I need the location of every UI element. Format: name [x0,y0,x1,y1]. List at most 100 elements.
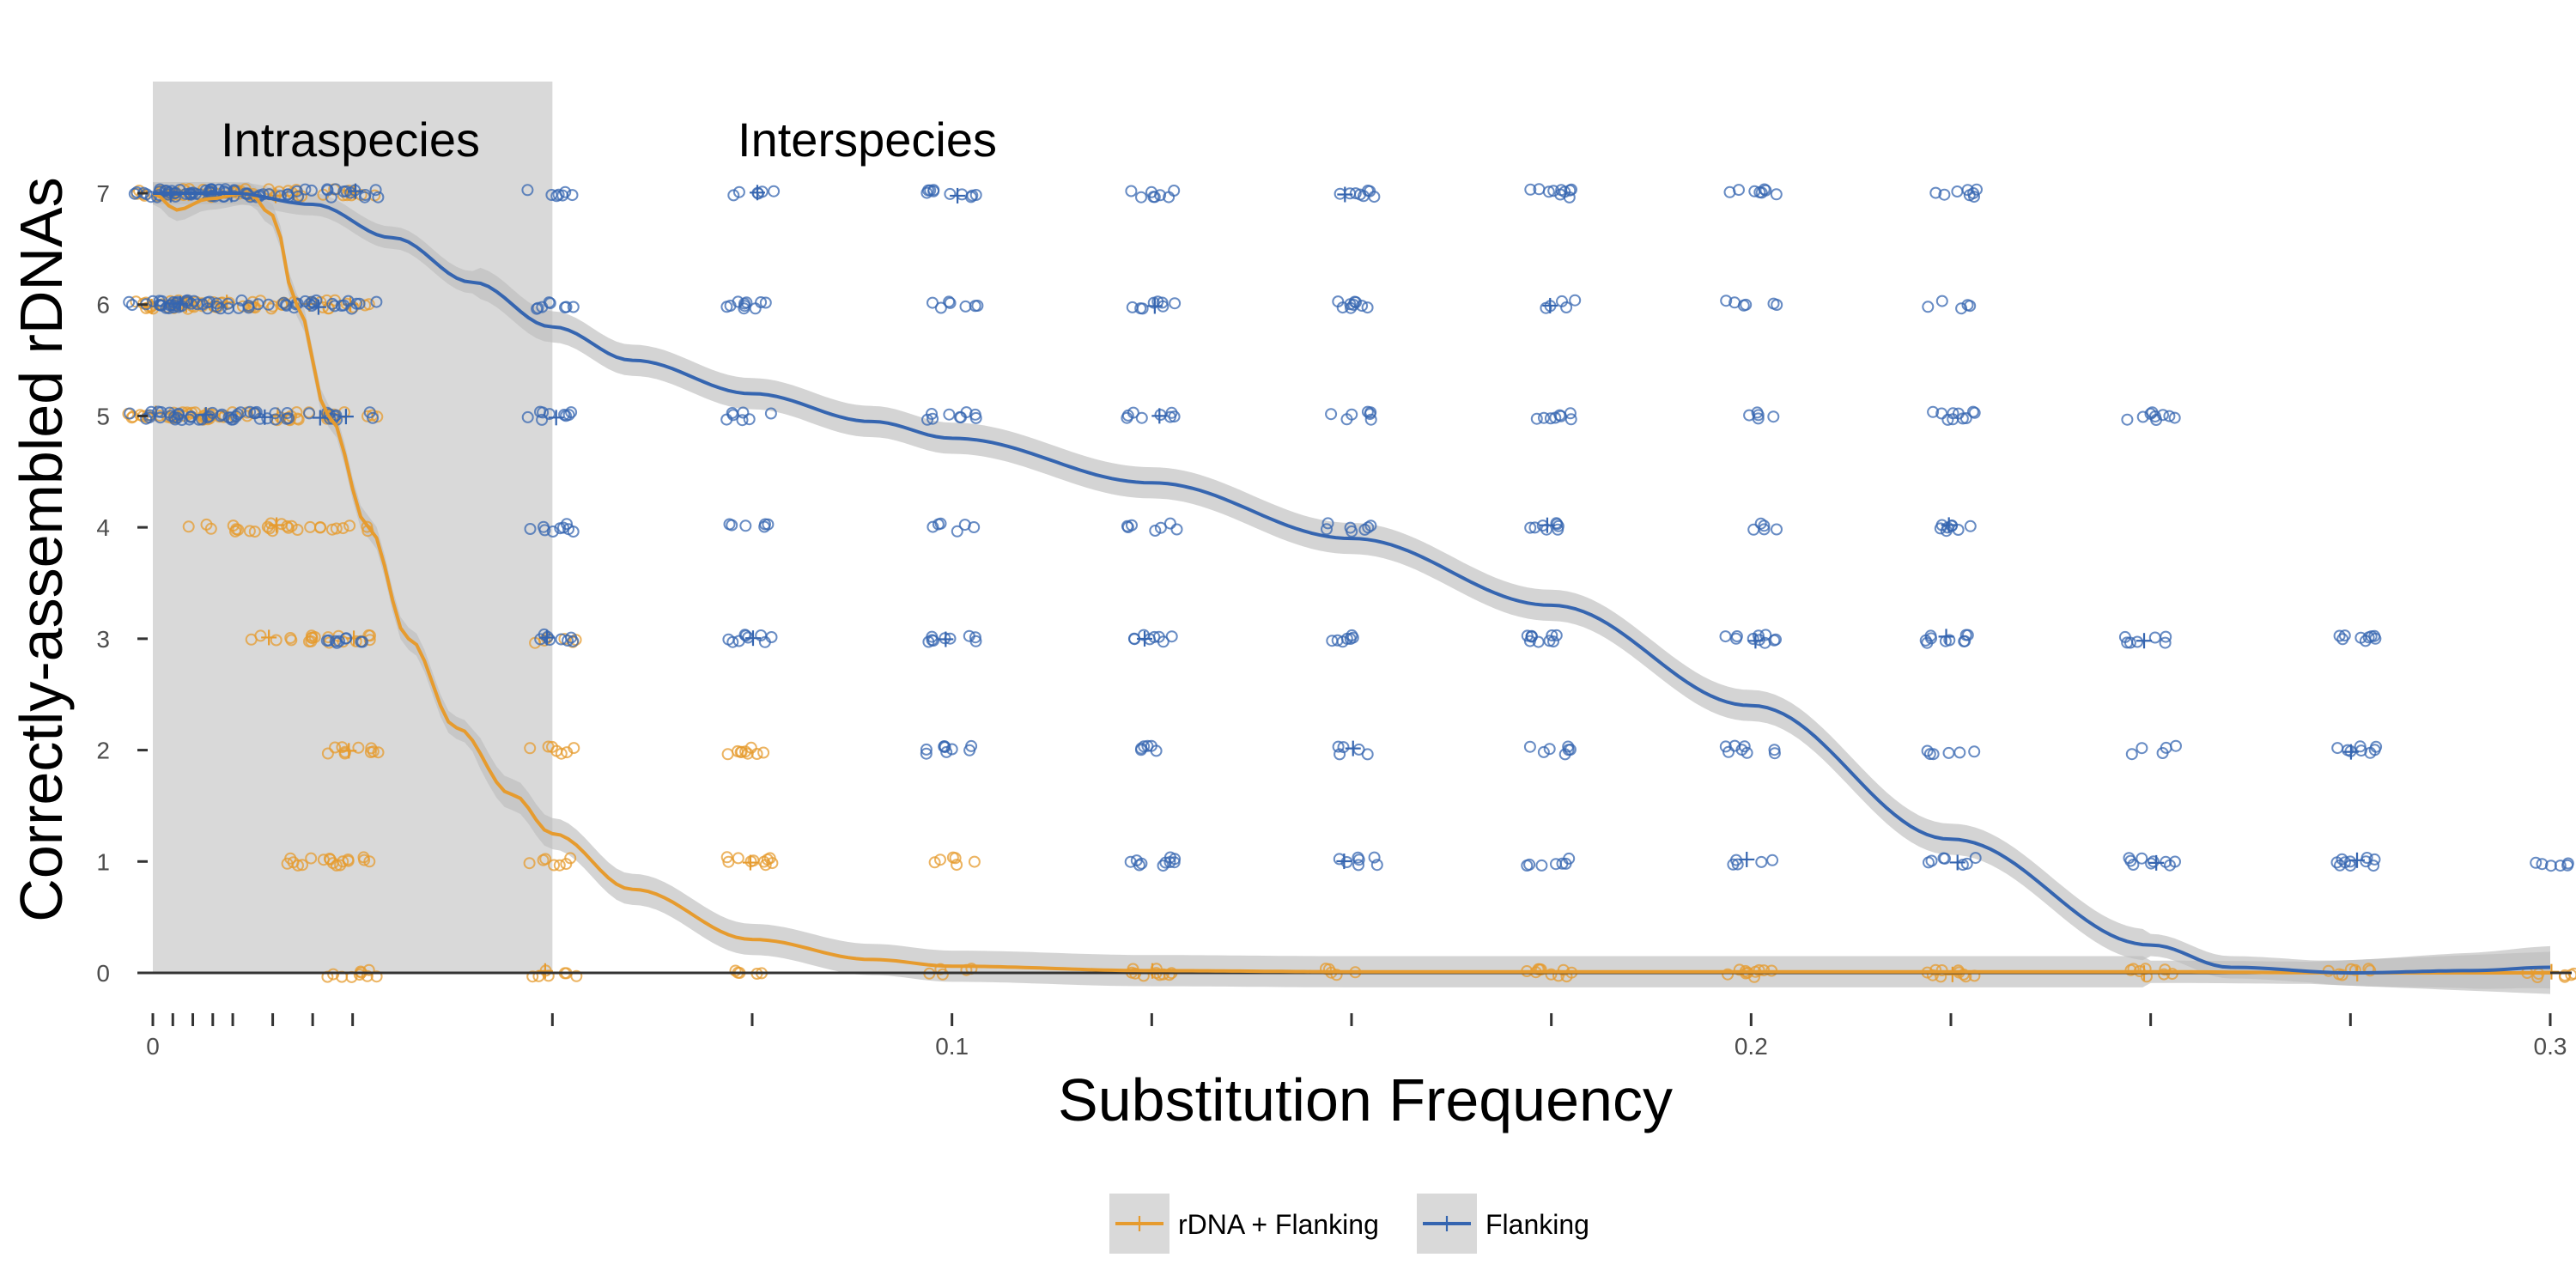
data-point-s1-x11-y7-7 [1145,185,1157,198]
x-tick-label-2: 0.2 [1735,1033,1768,1060]
data-point-plus-s1-x5-y5 [257,409,273,425]
data-point-s0-x7-y0-3 [370,970,383,983]
data-point-s1-x9-y6-9 [755,296,768,308]
x-axis-title: Substitution Frequency [1058,1066,1673,1133]
data-point-s0-x7-y2-5 [372,746,385,759]
data-point-s1-x12-y3-4 [1344,633,1357,645]
legend-label-rdna-flanking: rDNA + Flanking [1178,1209,1379,1240]
data-point-plus-s0-x7-y2 [341,743,357,759]
data-point-s1-x16-y2-4 [2160,741,2172,754]
data-point-s1-x15-y3-9 [1919,634,1932,647]
data-point-s1-x12-y2-3 [1361,748,1374,761]
data-point-s1-x9-y4-3 [759,518,771,531]
data-point-s0-x3-y4-5 [232,524,245,536]
data-point-s1-x8-y3-6 [562,635,574,647]
confidence-ribbon-layer [153,182,2550,994]
data-point-s1-x8-y4-5 [538,524,551,537]
data-point-s0-x10-y1-0 [934,854,946,866]
data-point-plus-s1-x15-y4 [1941,517,1957,533]
data-point-s0-x14-y0-3 [1722,968,1735,981]
data-point-s1-x13-y3-9 [1521,629,1534,642]
data-point-s1-x10-y6-5 [971,300,984,312]
data-point-s1-x8-y4-3 [524,523,537,535]
data-point-plus-s1-x7-y5 [337,409,354,425]
data-point-s1-x9-y5-6 [736,414,749,427]
y-tick-label-3: 3 [96,626,110,653]
data-point-s0-x5-y4-4 [261,520,274,533]
data-point-plus-s1-x16-y3 [2136,633,2153,649]
data-point-s0-x7-y1-6 [357,851,370,864]
data-point-s1-x6-y7-7 [305,184,318,197]
data-point-s1-x7-y6-8 [345,302,358,315]
data-point-s1-x12-y5-5 [1346,408,1358,421]
data-point-s1-x13-y6-4 [1569,294,1582,307]
confidence-ribbon-1 [153,182,2550,989]
data-point-s1-x5-y6-1 [277,296,290,309]
data-point-s1-x14-y6-4 [1728,296,1741,309]
data-point-s1-x13-y7-5 [1524,183,1537,196]
data-point-s1-x3-y6-5 [201,302,214,315]
data-point-s1-x0-y6-2 [125,299,138,312]
data-point-plus-s1-x6-y6 [310,299,326,315]
data-point-s1-x16-y2-0 [2125,748,2138,761]
data-point-s1-x11-y3-5 [1157,635,1170,648]
data-point-s1-x14-y3-7 [1770,633,1782,646]
data-point-s1-x7-y7-2 [372,191,385,204]
data-point-s1-x10-y5-8 [960,406,973,419]
data-point-plus-s1-x9-y7 [749,185,765,201]
data-point-s1-x15-y4-3 [1964,519,1977,532]
data-point-s1-x5-y5-1 [249,407,262,420]
data-point-s0-x8-y1-5 [560,858,573,871]
data-point-s1-x15-y6-2 [1935,295,1948,307]
data-point-s1-x4-y6-4 [222,302,234,315]
data-point-s0-x5-y4-5 [243,525,256,538]
axes-layer: 0 0.1 0.2 0.3 0 1 2 3 4 5 6 7 [96,180,2567,1060]
data-point-s1-x14-y3-9 [1730,630,1743,642]
y-tick-label-2: 2 [96,738,110,764]
data-point-s1-x10-y3-7 [926,630,939,643]
data-point-s0-x7-y3-6 [362,629,375,641]
data-point-s1-x11-y5-5 [1121,411,1133,424]
data-point-s0-x8-y2-4 [524,742,537,755]
data-point-plus-s1-x14-y1 [1739,851,1755,867]
data-point-s0-x8-y1-2 [523,857,536,870]
data-point-s0-x6-y4-3 [313,521,326,534]
data-point-s1-x15-y6-4 [1922,301,1935,313]
y-tick-label-4: 4 [96,514,110,541]
data-point-s0-x5-y4-7 [291,524,304,536]
data-point-s1-x11-y1-8 [1124,855,1137,868]
data-point-s0-x6-y1-9 [292,859,304,872]
data-point-s1-x14-y4-1 [1771,523,1783,536]
data-point-s0-x8-y1-4 [553,859,566,872]
legend: rDNA + Flanking Flanking [1109,1194,1589,1254]
data-point-plus-s1-x14-y3 [1747,633,1764,649]
data-point-s1-x14-y5-4 [1752,409,1765,422]
data-point-s1-x11-y1-9 [1163,856,1176,868]
data-point-s1-x15-y5-6 [1935,407,1948,420]
y-tick-label-1: 1 [96,848,110,875]
data-point-s1-x6-y6-7 [306,300,319,312]
data-point-plus-s1-x8-y3 [538,629,555,646]
data-point-s0-x6-y1-8 [296,859,308,872]
data-point-s1-x12-y7-6 [1349,187,1362,200]
legend-plus-0 [1132,1216,1147,1231]
data-point-s1-x15-y1-5 [1960,857,1973,870]
data-point-s1-x10-y6-3 [934,301,947,314]
data-point-s1-x13-y3-4 [1546,629,1558,641]
data-point-s0-x8-y1-1 [548,859,561,872]
data-point-s0-x9-y0-3 [729,964,742,977]
data-point-s0-x5-y3-1 [285,634,298,647]
data-point-s1-x13-y7-8 [1554,188,1567,201]
data-point-s1-x15-y5-7 [1968,406,1981,419]
data-point-s1-x14-y5-2 [1767,410,1780,423]
data-point-s1-x13-y5-4 [1538,411,1550,424]
data-point-s1-x12-y1-5 [1352,859,1364,872]
data-point-s1-x4-y5-5 [225,411,238,424]
data-point-s1-x17-y1-9 [2330,856,2343,869]
data-point-s1-x13-y1-6 [1556,857,1569,870]
data-point-s1-x17-y1-1 [2344,855,2357,868]
data-point-s1-x10-y4-0 [951,525,963,538]
data-point-s1-x10-y6-6 [944,296,957,309]
data-point-s1-x12-y5-0 [1325,408,1338,421]
data-point-s0-x10-y1-2 [928,856,941,869]
